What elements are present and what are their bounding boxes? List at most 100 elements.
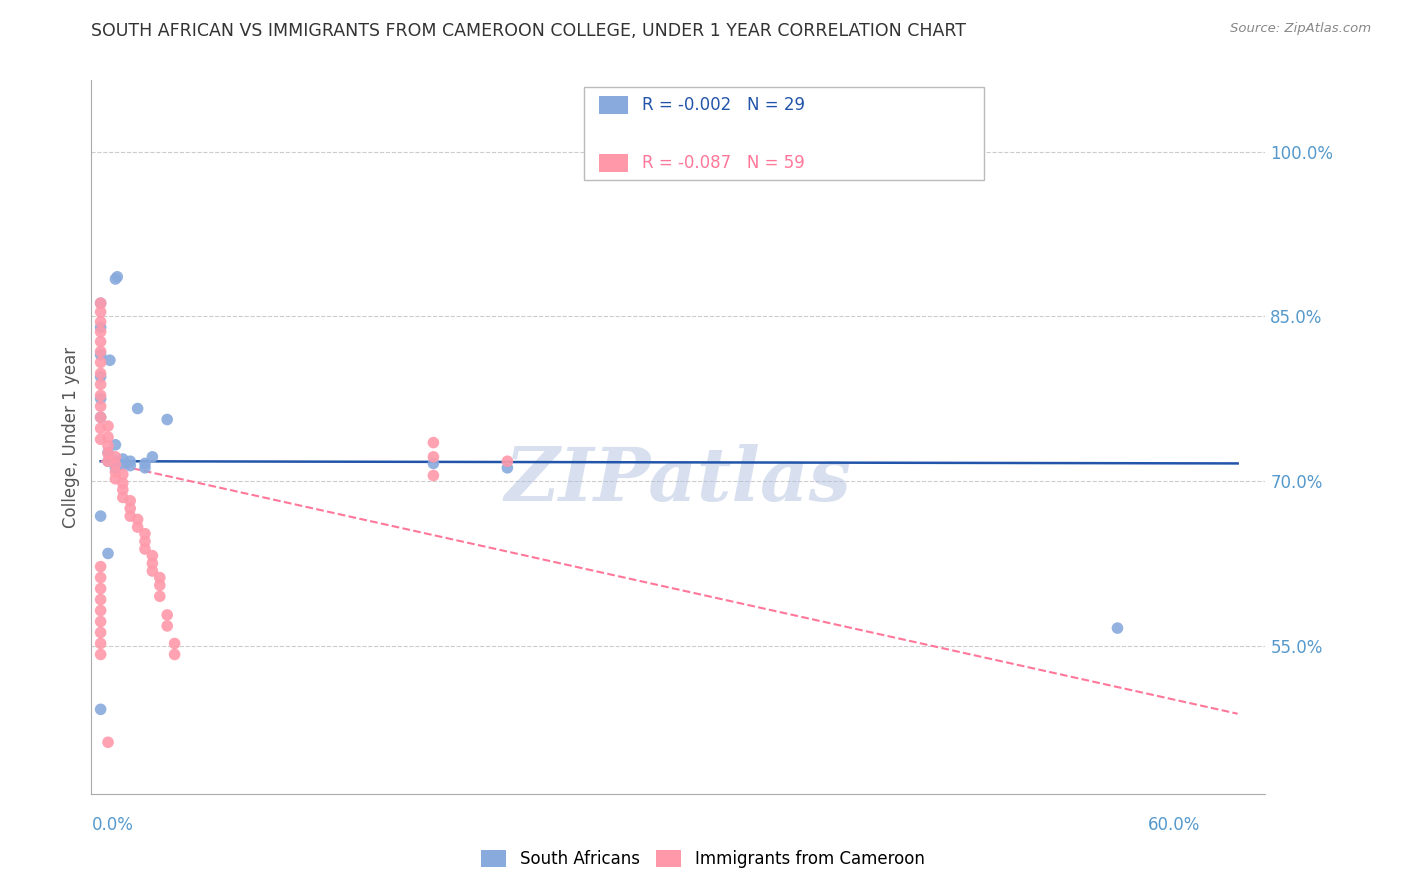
Point bbox=[105, 269, 128, 284]
Point bbox=[90, 615, 112, 629]
Point bbox=[90, 369, 112, 384]
Point bbox=[90, 296, 112, 310]
Point bbox=[90, 388, 112, 402]
Point bbox=[97, 445, 120, 459]
Point bbox=[111, 452, 134, 467]
Point bbox=[111, 476, 134, 491]
Point bbox=[90, 509, 112, 524]
Point bbox=[111, 467, 134, 482]
Point bbox=[163, 636, 186, 650]
Point bbox=[141, 564, 163, 578]
Point bbox=[90, 355, 112, 369]
Point bbox=[422, 435, 444, 450]
Point bbox=[90, 582, 112, 596]
Point bbox=[127, 520, 149, 534]
Point bbox=[97, 454, 120, 468]
Point bbox=[104, 465, 127, 479]
Point bbox=[104, 460, 127, 475]
Point bbox=[90, 421, 112, 435]
Point bbox=[120, 509, 142, 524]
Point bbox=[134, 457, 156, 471]
Point bbox=[90, 559, 112, 574]
Bar bbox=[599, 96, 628, 114]
Text: Source: ZipAtlas.com: Source: ZipAtlas.com bbox=[1230, 22, 1371, 36]
Point bbox=[422, 457, 444, 471]
Point bbox=[97, 546, 120, 560]
Point bbox=[156, 619, 179, 633]
Point bbox=[496, 454, 519, 468]
Point bbox=[496, 460, 519, 475]
Point bbox=[120, 454, 142, 468]
Point bbox=[134, 542, 156, 557]
Point bbox=[104, 272, 127, 286]
Point bbox=[104, 472, 127, 486]
Point bbox=[90, 592, 112, 607]
Point bbox=[111, 491, 134, 505]
Point bbox=[156, 607, 179, 622]
Point bbox=[90, 296, 112, 310]
Point bbox=[104, 438, 127, 452]
Text: 0.0%: 0.0% bbox=[91, 816, 134, 834]
Point bbox=[90, 410, 112, 425]
Point bbox=[90, 320, 112, 334]
Point bbox=[90, 377, 112, 392]
Point bbox=[163, 648, 186, 662]
Point bbox=[90, 625, 112, 640]
Point bbox=[90, 400, 112, 414]
Point bbox=[422, 450, 444, 464]
Point bbox=[134, 534, 156, 549]
Point bbox=[97, 454, 120, 468]
Point bbox=[111, 458, 134, 472]
Point bbox=[90, 325, 112, 339]
Text: R = -0.087   N = 59: R = -0.087 N = 59 bbox=[643, 153, 804, 171]
Point bbox=[111, 483, 134, 497]
Point bbox=[90, 344, 112, 359]
Point bbox=[134, 526, 156, 541]
Point bbox=[90, 410, 112, 425]
Point bbox=[120, 493, 142, 508]
Point bbox=[127, 512, 149, 526]
Text: R = -0.002   N = 29: R = -0.002 N = 29 bbox=[643, 96, 806, 114]
Point bbox=[90, 367, 112, 381]
Legend: South Africans, Immigrants from Cameroon: South Africans, Immigrants from Cameroon bbox=[475, 843, 931, 875]
Point bbox=[104, 458, 127, 472]
Point bbox=[97, 735, 120, 749]
Point bbox=[90, 603, 112, 617]
Point bbox=[90, 636, 112, 650]
Text: 60.0%: 60.0% bbox=[1149, 816, 1201, 834]
Point bbox=[149, 571, 172, 585]
Point bbox=[149, 578, 172, 592]
Point bbox=[90, 648, 112, 662]
Point bbox=[141, 557, 163, 571]
Point bbox=[97, 419, 120, 434]
Text: SOUTH AFRICAN VS IMMIGRANTS FROM CAMEROON COLLEGE, UNDER 1 YEAR CORRELATION CHAR: SOUTH AFRICAN VS IMMIGRANTS FROM CAMEROO… bbox=[91, 22, 966, 40]
Point bbox=[141, 450, 163, 464]
Point bbox=[422, 468, 444, 483]
Point bbox=[104, 454, 127, 468]
Point bbox=[97, 446, 120, 460]
Point bbox=[1107, 621, 1129, 635]
Point bbox=[127, 401, 149, 416]
Point bbox=[120, 501, 142, 516]
Point bbox=[90, 315, 112, 329]
Bar bbox=[599, 153, 628, 171]
Point bbox=[120, 458, 142, 473]
Point bbox=[97, 430, 120, 444]
Point bbox=[90, 334, 112, 349]
Point bbox=[90, 305, 112, 319]
Point bbox=[156, 412, 179, 426]
Point bbox=[141, 549, 163, 563]
Point bbox=[90, 432, 112, 446]
Text: ZIPatlas: ZIPatlas bbox=[505, 443, 852, 516]
Point bbox=[149, 589, 172, 603]
Point bbox=[104, 450, 127, 464]
Point bbox=[90, 571, 112, 585]
Point bbox=[90, 348, 112, 362]
Point bbox=[134, 460, 156, 475]
FancyBboxPatch shape bbox=[585, 87, 984, 180]
Point bbox=[98, 353, 121, 368]
Point bbox=[90, 392, 112, 406]
Y-axis label: College, Under 1 year: College, Under 1 year bbox=[62, 346, 80, 528]
Point bbox=[90, 702, 112, 716]
Point bbox=[97, 439, 120, 453]
